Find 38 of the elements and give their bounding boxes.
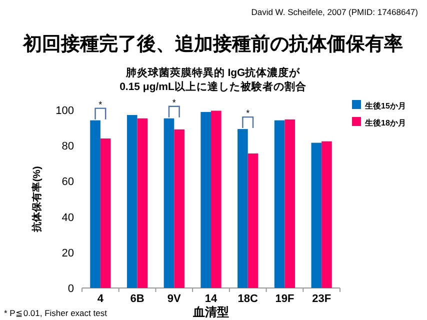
- x-tick-label: 4: [97, 293, 104, 305]
- annotation: *: [98, 99, 103, 110]
- bar: [126, 114, 138, 288]
- x-tick-label: 19F: [275, 293, 294, 305]
- bar: [322, 141, 332, 288]
- bar: [311, 142, 322, 288]
- legend-label: 生後15か月: [364, 102, 406, 110]
- x-tick-label: 18C: [238, 293, 258, 305]
- x-axis-title: 血清型: [192, 305, 229, 319]
- annotation: *: [172, 97, 176, 108]
- bar: [274, 120, 285, 288]
- y-tick-label: 40: [62, 212, 74, 224]
- x-tick-label: 6B: [130, 293, 144, 305]
- bar: [248, 153, 258, 288]
- x-tick-label: 14: [204, 293, 218, 305]
- y-axis-title: 抗体保有率(%): [31, 166, 43, 233]
- y-tick-label: 0: [68, 283, 74, 295]
- chart-title: 初回接種完了後、追加接種前の抗体価保有率: [22, 33, 403, 55]
- bar: [238, 129, 248, 288]
- y-tick-label: 20: [62, 247, 74, 260]
- bar: [90, 120, 100, 288]
- bar: [137, 118, 148, 288]
- bar: [211, 110, 222, 288]
- y-tick-label: 60: [62, 176, 74, 188]
- bar: [200, 112, 211, 288]
- y-tick-label: 80: [62, 140, 74, 153]
- x-tick-label: 9V: [167, 293, 182, 305]
- annotation: *: [246, 108, 250, 118]
- legend-label: 生後18か月: [364, 118, 406, 128]
- bar: [164, 118, 174, 288]
- bar: [174, 129, 184, 288]
- text: David W. Scheifele, 2007 (PMID: 17468647): [251, 7, 418, 17]
- y-tick-label: 100: [56, 105, 74, 117]
- bar: [100, 138, 111, 288]
- x-tick-label: 23F: [312, 293, 332, 305]
- text: * P≦0.01, Fisher exact test: [4, 308, 108, 318]
- chart-subtitle: 肺炎球菌莢膜特異的 IgG抗体濃度が 0.15 μg/mL以上に達した被験者の割合: [120, 66, 306, 93]
- bar: [284, 119, 296, 288]
